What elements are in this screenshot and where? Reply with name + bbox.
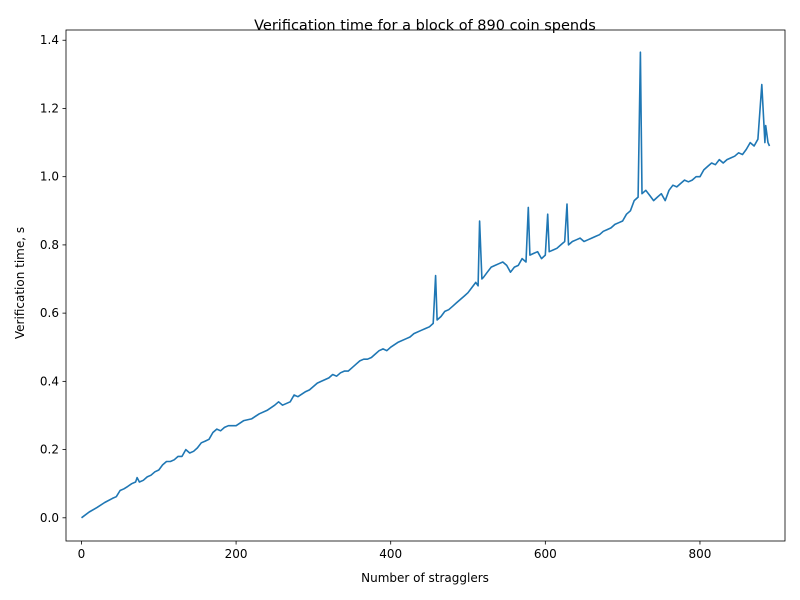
x-tick-label: 600: [534, 547, 557, 561]
y-tick-label: 0.6: [40, 306, 59, 320]
x-tick-label: 200: [225, 547, 248, 561]
chart-title: Verification time for a block of 890 coi…: [254, 18, 596, 34]
x-axis: 0 200 400 600 800: [78, 541, 712, 561]
y-tick-label: 0.4: [40, 374, 59, 388]
y-axis: 0.0 0.2 0.4 0.6 0.8 1.0 1.2 1.4: [40, 33, 66, 525]
y-tick-label: 0.8: [40, 238, 59, 252]
y-axis-label: Verification time, s: [13, 227, 27, 339]
x-tick-label: 0: [78, 547, 86, 561]
y-tick-label: 1.2: [40, 101, 59, 115]
y-tick-label: 0.2: [40, 443, 59, 457]
x-tick-label: 800: [689, 547, 712, 561]
y-tick-label: 1.0: [40, 170, 59, 184]
series-layer: [81, 51, 771, 519]
series-line: [81, 51, 771, 519]
x-axis-label: Number of stragglers: [361, 571, 489, 585]
axes-frame: [65, 29, 786, 542]
y-tick-label: 0.0: [40, 511, 59, 525]
plot-area: [65, 29, 786, 542]
x-tick-label: 400: [379, 547, 402, 561]
y-tick-label: 1.4: [40, 33, 59, 47]
